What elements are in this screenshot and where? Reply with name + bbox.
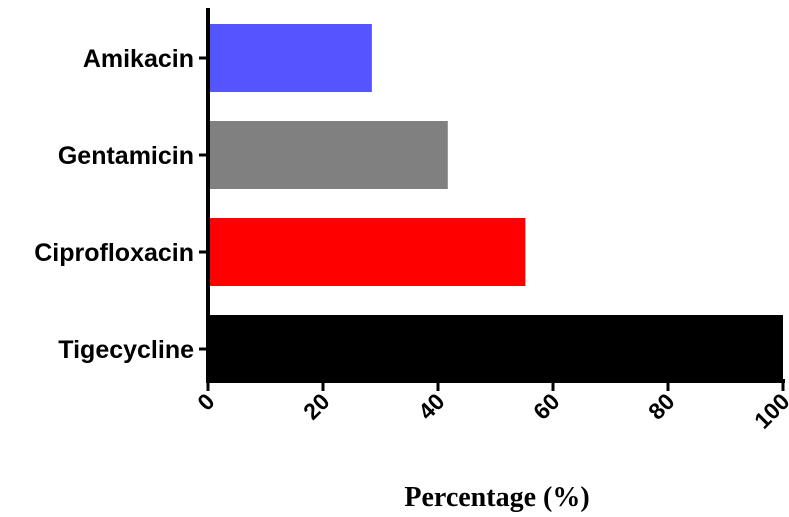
category-label-amikacin: Amikacin <box>83 45 194 73</box>
x-tick-label-40: 40 <box>413 388 449 424</box>
bar-gentamicin <box>208 121 448 189</box>
x-tick-label-60: 60 <box>528 388 564 424</box>
bar-tigecycline <box>208 315 783 383</box>
bar-amikacin <box>208 24 372 92</box>
x-axis-title: Percentage (%) <box>404 482 589 513</box>
x-tick-label-80: 80 <box>643 388 679 424</box>
x-tick-label-100: 100 <box>749 388 789 434</box>
bar-ciprofloxacin <box>208 218 526 286</box>
x-tick-label-0: 0 <box>192 388 219 415</box>
x-ticks-group: 0 20 40 60 80 100 <box>192 381 789 434</box>
category-label-gentamicin: Gentamicin <box>58 142 194 170</box>
category-label-tigecycline: Tigecycline <box>58 336 194 364</box>
category-labels: Amikacin Gentamicin Ciprofloxacin Tigecycli… <box>34 45 208 364</box>
category-label-ciprofloxacin: Ciprofloxacin <box>34 239 194 267</box>
x-tick-label-20: 20 <box>298 388 334 424</box>
bars-group <box>208 24 783 383</box>
